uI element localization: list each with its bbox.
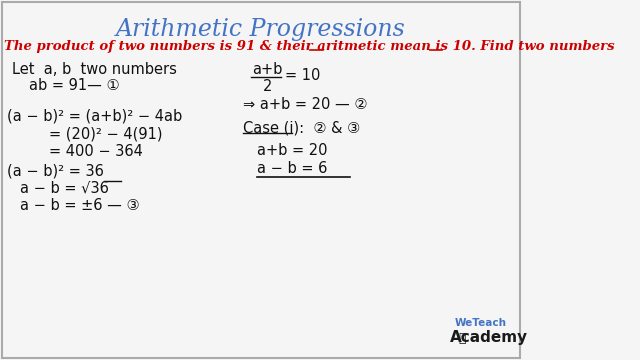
- Text: 2: 2: [263, 79, 273, 94]
- Text: = (20)² − 4(91): = (20)² − 4(91): [49, 126, 163, 141]
- Text: Academy: Academy: [450, 330, 528, 345]
- Text: The product of two numbers is 91 & their aritmetic mean is 10. Find two numbers: The product of two numbers is 91 & their…: [4, 40, 614, 53]
- Text: 🎓: 🎓: [458, 332, 466, 345]
- Text: Arithmetic Progressions: Arithmetic Progressions: [116, 18, 406, 41]
- Text: a − b = ±6 — ③: a − b = ±6 — ③: [20, 198, 140, 213]
- Text: a+b: a+b: [253, 62, 283, 77]
- Text: a − b = 6: a − b = 6: [257, 161, 327, 176]
- Text: = 10: = 10: [285, 68, 321, 83]
- Text: Case (i):  ② & ③: Case (i): ② & ③: [243, 120, 360, 135]
- Text: = 400 − 364: = 400 − 364: [49, 144, 143, 159]
- Text: ⇒ a+b = 20 — ②: ⇒ a+b = 20 — ②: [243, 97, 367, 112]
- Text: WeTeach: WeTeach: [455, 318, 507, 328]
- Text: Let  a, b  two numbers: Let a, b two numbers: [12, 62, 177, 77]
- Text: a+b = 20: a+b = 20: [257, 143, 327, 158]
- Text: ab = 91— ①: ab = 91— ①: [29, 78, 119, 93]
- Text: (a − b)² = 36: (a − b)² = 36: [6, 163, 104, 178]
- Text: (a − b)² = (a+b)² − 4ab: (a − b)² = (a+b)² − 4ab: [6, 108, 182, 123]
- Text: a − b = √36: a − b = √36: [20, 180, 109, 195]
